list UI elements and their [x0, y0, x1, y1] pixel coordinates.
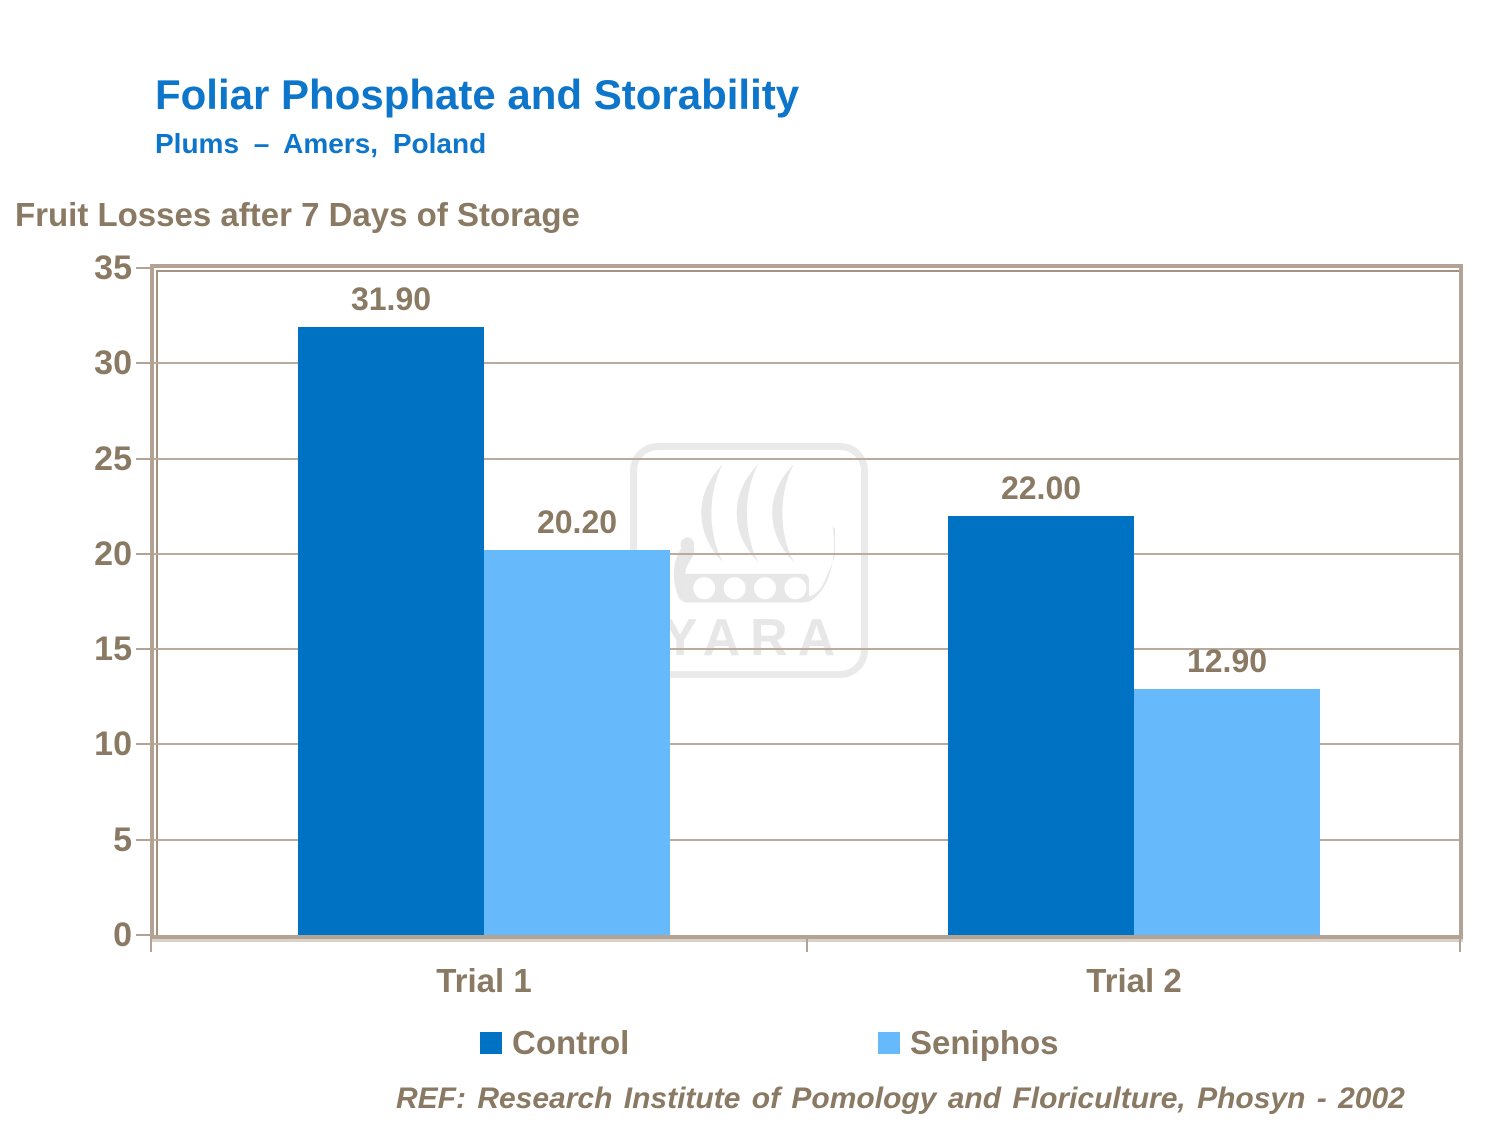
y-axis-tick: [136, 743, 151, 746]
bar-value-label: 20.20: [536, 504, 618, 540]
y-axis-tick-label: 30: [94, 344, 132, 383]
bar-value-label: 22.00: [1000, 470, 1082, 506]
gridline: [154, 743, 1459, 746]
chart-heading: Fruit Losses after 7 Days of Storage: [15, 196, 580, 233]
watermark-text: YARA: [662, 608, 846, 667]
bar-value-label: 31.90: [350, 281, 432, 317]
viking-ship-icon: [673, 463, 835, 603]
bar-seniphos: [484, 550, 670, 935]
gridline: [154, 362, 1459, 365]
plot-area: YARA 31.90 20.20 22.00 12.90: [150, 264, 1463, 939]
legend-swatch-control: [480, 1032, 502, 1054]
y-axis-tick: [136, 362, 151, 365]
legend-label: Control: [512, 1024, 630, 1061]
y-axis-tick-label: 5: [113, 820, 132, 859]
y-axis-tick: [136, 552, 151, 555]
bar-seniphos: [1134, 689, 1320, 935]
category-label: Trial 2: [1086, 962, 1182, 999]
legend-item-seniphos: Seniphos: [878, 1026, 1059, 1060]
y-axis-tick: [136, 838, 151, 841]
gridline: [154, 838, 1459, 841]
y-axis-tick-label: 25: [94, 439, 132, 478]
category-axis-tick: [1459, 939, 1461, 952]
category-label: Trial 1: [436, 962, 532, 999]
legend-swatch-seniphos: [878, 1032, 900, 1054]
y-axis-tick-label: 15: [94, 630, 132, 669]
y-axis-tick: [136, 267, 151, 269]
y-axis-tick-label: 0: [113, 916, 132, 954]
bar-control: [298, 327, 484, 935]
bar-control: [948, 516, 1134, 935]
gridline: [154, 552, 1459, 555]
y-axis-tick: [136, 457, 151, 460]
legend-item-control: Control: [480, 1026, 629, 1060]
category-axis-tick: [806, 939, 808, 952]
y-axis-tick-label: 10: [94, 725, 132, 764]
footer-reference: REF: Research Institute of Pomology and …: [396, 1082, 1405, 1115]
y-axis-tick: [136, 934, 151, 936]
gridline: [154, 457, 1459, 460]
category-axis-tick: [150, 939, 152, 952]
slide-subtitle: Plums – Amers, Poland: [155, 128, 487, 159]
y-axis-tick: [136, 648, 151, 651]
slide-title: Foliar Phosphate and Storability: [155, 71, 800, 118]
y-axis-tick-label: 20: [94, 534, 132, 573]
gridline: [154, 648, 1459, 651]
y-axis-tick-label: 35: [94, 249, 132, 287]
bar-value-label: 12.90: [1186, 643, 1268, 679]
legend-label: Seniphos: [910, 1024, 1059, 1061]
